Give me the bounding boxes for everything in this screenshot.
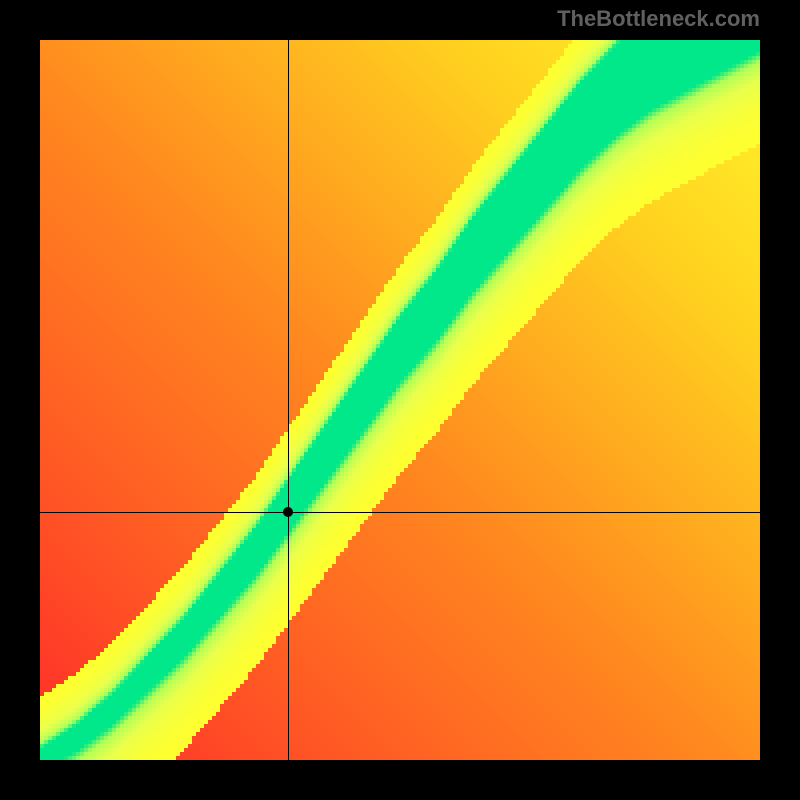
heatmap-canvas [40, 40, 760, 760]
crosshair-vertical [288, 40, 289, 760]
crosshair-horizontal [40, 512, 760, 513]
watermark-text: TheBottleneck.com [557, 6, 760, 32]
data-point-marker [283, 507, 293, 517]
heatmap-plot [40, 40, 760, 760]
